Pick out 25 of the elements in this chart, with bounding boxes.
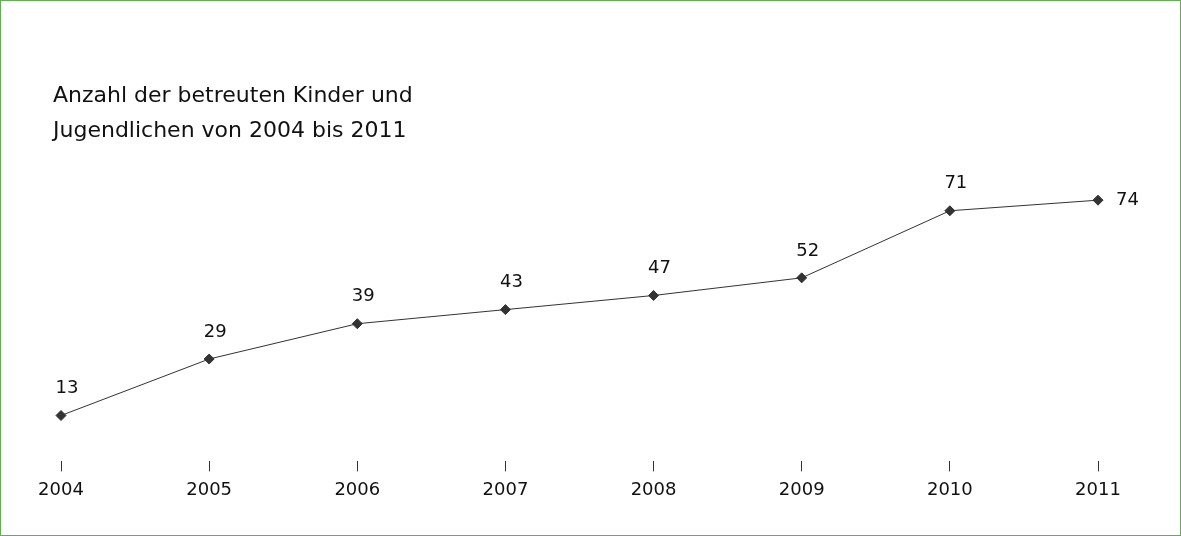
x-tick-label: 2010 <box>926 477 973 499</box>
point <box>944 205 956 217</box>
point <box>796 272 808 284</box>
data-label: 39 <box>351 284 375 306</box>
x-tick-label: 2009 <box>778 477 825 499</box>
x-tick-label: 2008 <box>630 477 677 499</box>
data-label: 13 <box>55 376 79 398</box>
data-label: 74 <box>1116 187 1139 209</box>
x-tick-label: 2011 <box>1075 477 1121 499</box>
point <box>55 410 67 422</box>
data-label: 52 <box>796 238 820 260</box>
point <box>499 304 511 316</box>
point <box>1092 194 1104 206</box>
data-label: 29 <box>203 319 227 341</box>
data-label: 47 <box>648 256 672 278</box>
chart-title: Anzahl der betreuten Kinder und Jugendlichen von 2004 bis 2011 <box>53 81 413 144</box>
point <box>351 318 363 330</box>
point <box>203 353 215 365</box>
x-tick-label: 2005 <box>186 477 233 499</box>
x-tick-label: 2006 <box>334 477 381 499</box>
data-label: 71 <box>944 171 968 193</box>
x-tick-label: 2004 <box>38 477 84 499</box>
x-tick-label: 2007 <box>482 477 529 499</box>
point <box>648 289 660 301</box>
data-label: 43 <box>499 270 523 292</box>
